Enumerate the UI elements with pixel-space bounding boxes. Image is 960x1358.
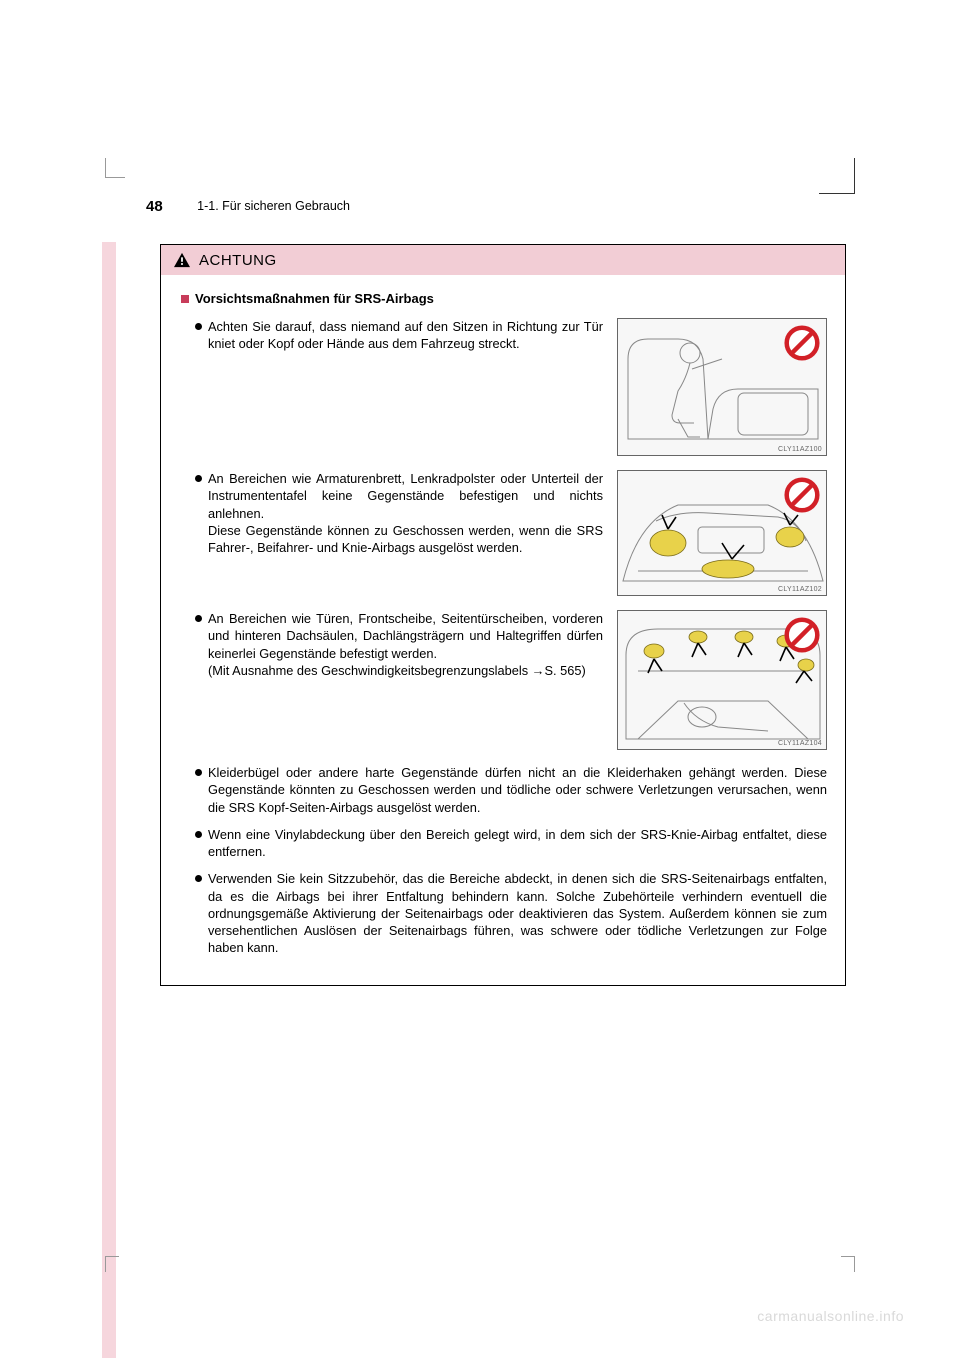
warning-item: Verwenden Sie kein Sitzzubehör, das die … bbox=[195, 870, 827, 956]
warning-box: ACHTUNG Vorsichtsmaßnahmen für SRS-Airba… bbox=[160, 244, 846, 986]
warning-item-text: An Bereichen wie Türen, Frontscheibe, Se… bbox=[208, 610, 603, 679]
warning-header: ACHTUNG bbox=[161, 245, 845, 275]
sub-heading: Vorsichtsmaßnahmen für SRS-Airbags bbox=[181, 291, 827, 306]
warning-item-text: An Bereichen wie Armaturenbrett, Lenkrad… bbox=[208, 470, 603, 556]
warning-item-row: Achten Sie darauf, dass niemand auf den … bbox=[195, 318, 827, 456]
warning-title: ACHTUNG bbox=[199, 252, 277, 269]
illustration-code: CLY11AZ100 bbox=[778, 446, 822, 453]
warning-item-text: Kleiderbügel oder andere harte Gegenstän… bbox=[208, 764, 827, 816]
warning-item: Wenn eine Vinylabdeckung über den Bereic… bbox=[195, 826, 827, 861]
illustrated-items: Achten Sie darauf, dass niemand auf den … bbox=[181, 318, 827, 750]
prohibition-icon bbox=[784, 325, 820, 361]
crop-mark-top-right bbox=[819, 158, 855, 194]
bullet-icon bbox=[195, 475, 202, 482]
page-header: 48 1-1. Für sicheren Gebrauch bbox=[146, 198, 846, 218]
prohibition-icon bbox=[784, 477, 820, 513]
illustration: CLY11AZ102 bbox=[617, 470, 827, 596]
warning-item-row: An Bereichen wie Armaturenbrett, Lenkrad… bbox=[195, 470, 827, 596]
bullet-icon bbox=[195, 615, 202, 622]
plain-items: Kleiderbügel oder andere harte Gegenstän… bbox=[181, 764, 827, 957]
watermark: carmanualsonline.info bbox=[757, 1308, 904, 1324]
warning-item-text: Achten Sie darauf, dass niemand auf den … bbox=[208, 318, 603, 353]
crop-mark-bottom-right bbox=[841, 1256, 855, 1272]
illustration: CLY11AZ104 bbox=[617, 610, 827, 750]
prohibition-icon bbox=[784, 617, 820, 653]
page: 48 1-1. Für sicheren Gebrauch ACHTUNG Vo… bbox=[0, 0, 960, 1358]
illustration-code: CLY11AZ102 bbox=[778, 586, 822, 593]
bullet-icon bbox=[195, 769, 202, 776]
bullet-icon bbox=[195, 831, 202, 838]
warning-item: Kleiderbügel oder andere harte Gegenstän… bbox=[195, 764, 827, 816]
illustration: CLY11AZ100 bbox=[617, 318, 827, 456]
page-number: 48 bbox=[146, 198, 163, 215]
bullet-icon bbox=[195, 875, 202, 882]
warning-item-text: Verwenden Sie kein Sitzzubehör, das die … bbox=[208, 870, 827, 956]
sidebar-accent bbox=[102, 242, 116, 1358]
crop-mark-bottom-left bbox=[105, 1256, 119, 1272]
sub-heading-text: Vorsichtsmaßnahmen für SRS-Airbags bbox=[195, 291, 434, 306]
bullet-icon bbox=[195, 323, 202, 330]
crop-mark-top-left bbox=[105, 158, 125, 178]
warning-item-text: Wenn eine Vinylabdeckung über den Bereic… bbox=[208, 826, 827, 861]
warning-triangle-icon bbox=[173, 252, 191, 268]
section-title: 1-1. Für sicheren Gebrauch bbox=[197, 199, 350, 213]
warning-item-row: An Bereichen wie Türen, Frontscheibe, Se… bbox=[195, 610, 827, 750]
warning-body: Vorsichtsmaßnahmen für SRS-Airbags Achte… bbox=[161, 275, 845, 985]
illustration-code: CLY11AZ104 bbox=[778, 740, 822, 747]
square-marker-icon bbox=[181, 295, 189, 303]
